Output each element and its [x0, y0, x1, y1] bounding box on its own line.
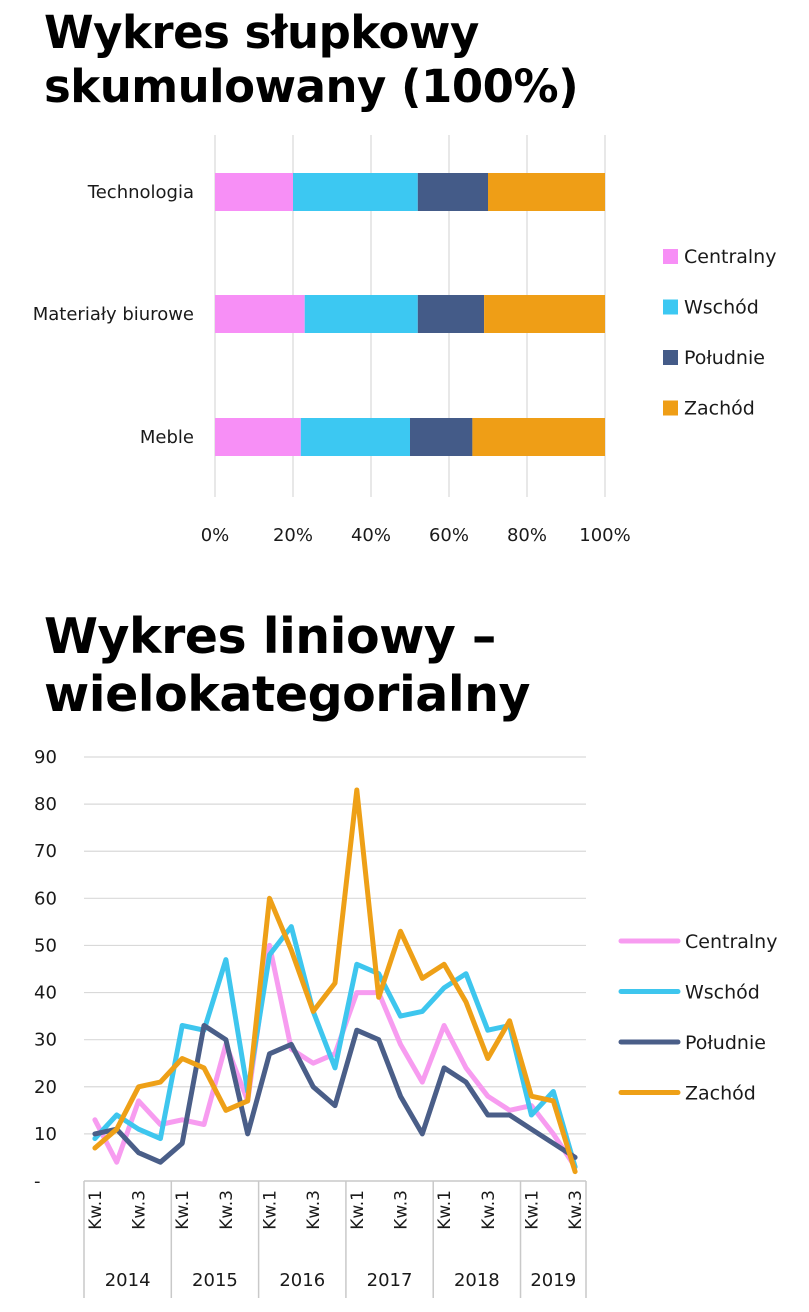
y-tick-label: -: [34, 1171, 41, 1192]
x-tick-label: 80%: [507, 525, 547, 546]
legend-swatch-centralny: [663, 249, 678, 264]
bar-chart-title: Wykres słupkowy skumulowany (100%): [44, 6, 579, 114]
x-group-label: 2019: [530, 1270, 576, 1291]
bar-segment-zachod: [488, 173, 605, 211]
bar-segment-wschod: [300, 418, 410, 456]
x-tick-label: Kw.1: [435, 1190, 455, 1230]
x-group-label: 2017: [367, 1270, 413, 1291]
y-tick-label: 60: [34, 888, 57, 909]
x-tick-label: Kw.3: [391, 1190, 411, 1230]
x-tick-label: 40%: [351, 525, 391, 546]
stacked-bar-chart: 0% 20% 40% 60% 80% 100% Technologia Materiały b…: [33, 135, 776, 546]
bar-segment-wschod: [293, 173, 418, 211]
x-tick-label: 20%: [273, 525, 313, 546]
bar-chart-title-line2: skumulowany (100%): [44, 60, 579, 113]
line-chart-title-line1: Wykres liniowy –: [44, 608, 496, 665]
x-tick-label: Kw.1: [173, 1190, 193, 1230]
y-tick-label: 80: [34, 794, 57, 815]
x-tick-label: 0%: [201, 525, 230, 546]
legend-swatch-poludnie: [663, 350, 678, 365]
legend-label-wschod: Wschód: [685, 982, 760, 1004]
x-group-label: 2018: [454, 1270, 500, 1291]
bar-segment-wschod: [304, 295, 418, 333]
x-tick-label: 100%: [579, 525, 630, 546]
y-tick-label: 40: [34, 983, 57, 1004]
legend-label-zachod: Zachód: [685, 1083, 756, 1105]
series-line-centralny: [92, 942, 578, 1170]
bar-segment-zachod: [472, 418, 605, 456]
x-tick-label: Kw.3: [217, 1190, 237, 1230]
y-category-label: Meble: [140, 427, 194, 448]
y-category-label: Materiały biurowe: [33, 304, 194, 325]
x-group-label: 2015: [192, 1270, 238, 1291]
legend-label-wschod: Wschód: [684, 297, 759, 319]
bar-segment-poludnie: [417, 295, 485, 333]
x-tick-label: Kw.1: [261, 1190, 281, 1230]
y-tick-label: 10: [34, 1124, 57, 1145]
x-tick-label: Kw.3: [304, 1190, 324, 1230]
bar-chart-title-line1: Wykres słupkowy: [44, 6, 479, 59]
x-tick-label: Kw.1: [348, 1190, 368, 1230]
bar-segment-centralny: [215, 418, 301, 456]
legend-label-poludnie: Południe: [685, 1032, 766, 1054]
legend-label-centralny: Centralny: [685, 931, 777, 953]
x-tick-label: Kw.1: [522, 1190, 542, 1230]
legend-swatch-zachod: [663, 400, 678, 416]
series-line-zachod: [92, 787, 578, 1175]
legend-label-zachod: Zachód: [684, 398, 755, 420]
bar-segment-poludnie: [417, 173, 488, 211]
y-tick-label: 30: [34, 1030, 57, 1051]
y-tick-label: 20: [34, 1077, 57, 1098]
y-tick-label: 90: [34, 747, 57, 768]
x-tick-label: Kw.3: [130, 1190, 150, 1230]
y-tick-label: 70: [34, 841, 57, 862]
x-tick-label: Kw.3: [566, 1190, 586, 1230]
x-tick-label: Kw.1: [86, 1190, 106, 1230]
legend-label-centralny: Centralny: [684, 246, 776, 268]
bar-segment-zachod: [484, 295, 605, 333]
bar-segment-poludnie: [410, 418, 473, 456]
series-line-poludnie: [92, 1023, 578, 1165]
x-tick-label: Kw.3: [479, 1190, 499, 1230]
x-tick-label: 60%: [429, 525, 469, 546]
y-category-label: Technologia: [87, 182, 194, 203]
x-group-label: 2014: [105, 1270, 151, 1291]
legend-swatch-wschod: [663, 299, 678, 315]
line-chart-title-line2: wielokategorialny: [44, 666, 530, 723]
line-chart-title: Wykres liniowy – wielokategorialny: [44, 608, 530, 724]
bar-segment-centralny: [215, 295, 305, 333]
y-tick-label: 50: [34, 935, 57, 956]
bar-segment-centralny: [215, 173, 293, 211]
x-group-label: 2016: [279, 1270, 325, 1291]
legend-label-poludnie: Południe: [684, 347, 765, 369]
